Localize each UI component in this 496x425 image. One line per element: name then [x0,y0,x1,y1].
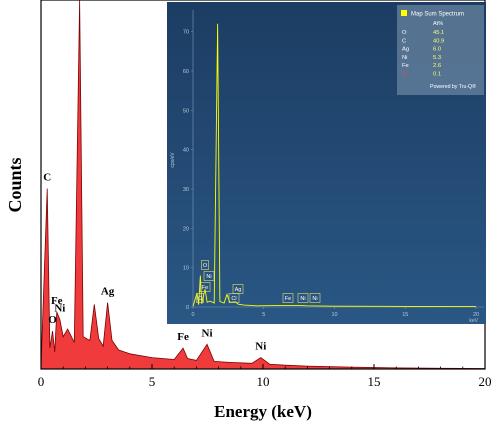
inset-peak-boxes: C O Fe Ni Ag Cl Fe Ni Ni [196,260,321,303]
inset-y-tick-label: 30 [183,187,189,193]
inset-peak-box-label: Fe [285,296,291,302]
main-x-axis-ticks: 0 5 10 15 20 [38,364,492,389]
inset-x-axis-ticks: 0 5 10 15 20 [191,307,479,318]
inset-peak-box-label: Fe [202,285,208,291]
inset-peak-box-label: Ni [206,274,211,280]
inset-y-tick-label: 40 [183,148,189,154]
inset-peak-box-label: O [203,263,208,269]
inset-spectrum-line [192,23,477,308]
inset-y-tick-label: 50 [183,108,189,114]
inset-x-tick-label: 15 [402,312,408,318]
legend-row-value: 40.9 [433,38,444,44]
inset-peak-box [201,260,209,270]
legend-row-element: O [402,30,407,36]
legend-row-value: 6.0 [433,47,441,53]
inset-y-axis-label: cps/eV [170,152,176,168]
inset-y-tick-label: 10 [183,266,189,272]
main-x-tick-label: 5 [149,374,156,389]
main-peak-label: Ni [54,303,65,315]
inset-y-tick-label: 20 [183,226,189,232]
legend-row-element: Ag [402,47,409,53]
inset-legend-background [397,5,484,95]
inset-peak-box-label: Ag [235,287,242,293]
legend-row-value: 2.6 [433,63,441,69]
legend-title: Map Sum Spectrum [411,12,464,18]
main-peak-label: C [43,172,51,184]
legend-row-element: Ni [402,55,407,61]
main-spectrum-line [40,0,486,369]
inset-x-tick-label: 0 [191,312,194,318]
inset-peak-box [199,282,211,292]
inset-peak-box-label: C [198,296,202,302]
main-peak-label: Fe [51,295,63,307]
inset-peak-box [196,293,204,303]
main-x-tick-label: 0 [38,374,45,389]
inset-y-tick-label: 0 [186,305,189,311]
legend-swatch [401,10,407,16]
main-x-axis-label: Energy (keV) [214,402,312,421]
inset-y-axis-ticks: 0 10 20 30 40 50 60 70 [183,30,193,311]
inset-peak-box-label: Cl [231,296,236,302]
legend-row-value: 45.1 [433,30,444,36]
legend-rows: O 45.1 C 40.9 Ag 6.0 Ni 5.3 Fe 2.6 Cl 0.1 [402,30,444,78]
main-peak-label: Fe [177,331,189,343]
legend-row-value: 5.3 [433,55,441,61]
inset-x-axis-unit: keV [469,318,478,324]
inset-x-tick-label: 20 [473,312,479,318]
inset-peak-box [309,293,321,303]
main-y-axis-label: Counts [5,157,25,212]
inset-peak-box [228,293,240,303]
main-peak-label: Ni [202,327,213,339]
inset-legend: Map Sum Spectrum At% O 45.1 C 40.9 Ag 6.0 Ni 5.… [397,5,484,95]
inset-y-tick-label: 70 [183,30,189,36]
main-x-tick-label: 10 [257,374,270,389]
inset-x-tick-label: 10 [331,312,337,318]
main-x-tick-label: 20 [479,374,492,389]
inset-peak-box [282,293,294,303]
inset-peak-box [203,271,215,281]
legend-row-value: 0.1 [433,72,441,78]
inset-y-tick-label: 60 [183,69,189,75]
legend-row-element: Fe [402,63,409,69]
main-peak-label: O [48,314,57,326]
legend-row-element: C [402,38,406,44]
inset-peak-box-label: Ni [312,296,317,302]
legend-column-header: At% [433,21,443,27]
inset-peak-box [297,293,309,303]
legend-footer: Powered by Tru-Q® [430,83,476,90]
inset-x-tick-label: 5 [262,312,265,318]
legend-row-element: Cl [402,72,407,78]
main-x-tick-label: 15 [368,374,381,389]
main-peak-label: Ag [101,286,115,298]
inset-peak-box-label: Ni [300,296,305,302]
main-peak-label: Ni [255,341,266,353]
